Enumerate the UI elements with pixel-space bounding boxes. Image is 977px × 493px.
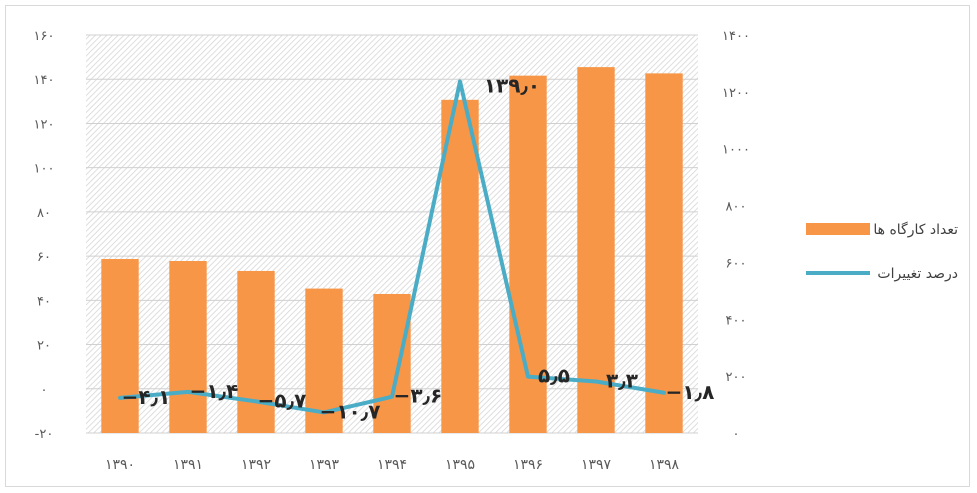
left-axis-tick-label: ۱۰۰: [34, 162, 55, 177]
left-axis-tick-label: ۱۲۰: [34, 117, 55, 132]
data-label: −۱۰٫۷: [320, 399, 381, 423]
left-axis-tick-label: ۱۴۰: [34, 73, 55, 88]
x-axis-tick-label: ۱۳۹۶: [513, 457, 543, 473]
data-label: ۵٫۵: [538, 364, 570, 388]
right-axis-tick-label: ۸۰۰: [726, 200, 747, 215]
left-axis-tick-label: ۰: [41, 383, 48, 398]
bar: [373, 293, 411, 433]
right-axis-tick-label: ۱۰۰۰: [722, 143, 750, 158]
x-axis-tick-label: ۱۳۹۳: [309, 457, 340, 473]
x-axis-tick-label: ۱۳۹۴: [377, 457, 407, 473]
x-axis-tick-label: ۱۳۹۵: [445, 457, 475, 473]
bar: [577, 67, 615, 434]
x-axis-tick-label: ۱۳۹۰: [105, 457, 135, 473]
data-label: ۱۳۹٫۰: [484, 73, 540, 97]
bar: [441, 99, 479, 434]
legend-label-line: درصد تغییرات: [877, 266, 958, 282]
x-axis-tick-label: ۱۳۹۱: [173, 457, 203, 473]
data-label: −۴٫۱: [122, 385, 171, 409]
legend-bar-swatch: [806, 223, 870, 235]
legend-label-bars: تعداد کارگاه ها: [873, 221, 958, 238]
data-label: ۳٫۳: [606, 368, 638, 392]
right-axis-tick-label: ۴۰۰: [726, 313, 747, 328]
data-label: −۱٫۸: [666, 380, 715, 404]
left-axis-tick-label: -۲۰: [35, 427, 54, 442]
x-axis-tick-label: ۱۳۹۲: [241, 457, 271, 473]
data-label: −۳٫۶: [394, 384, 443, 408]
left-axis-tick-label: ۱۶۰: [34, 29, 55, 44]
bar: [237, 270, 275, 433]
bar: [169, 261, 207, 433]
right-axis-tick-label: ۱۲۰۰: [722, 86, 750, 101]
left-axis-tick-label: ۶۰: [37, 250, 51, 265]
left-axis-tick-label: ۸۰: [37, 206, 51, 221]
right-axis-tick-label: ۱۴۰۰: [722, 29, 750, 44]
left-axis-tick-label: ۲۰: [37, 339, 51, 354]
right-axis-tick-label: ۰: [733, 427, 740, 442]
x-axis-tick-label: ۱۳۹۷: [581, 457, 612, 473]
data-label: −۱٫۴: [190, 379, 239, 403]
bar: [101, 259, 139, 433]
bar: [645, 73, 683, 433]
left-axis-tick-label: ۴۰: [37, 294, 51, 309]
data-label: −۵٫۷: [258, 388, 307, 412]
x-axis-tick-label: ۱۳۹۸: [649, 457, 680, 473]
right-axis-tick-label: ۶۰۰: [726, 256, 747, 271]
right-axis-tick-label: ۲۰۰: [726, 370, 747, 385]
